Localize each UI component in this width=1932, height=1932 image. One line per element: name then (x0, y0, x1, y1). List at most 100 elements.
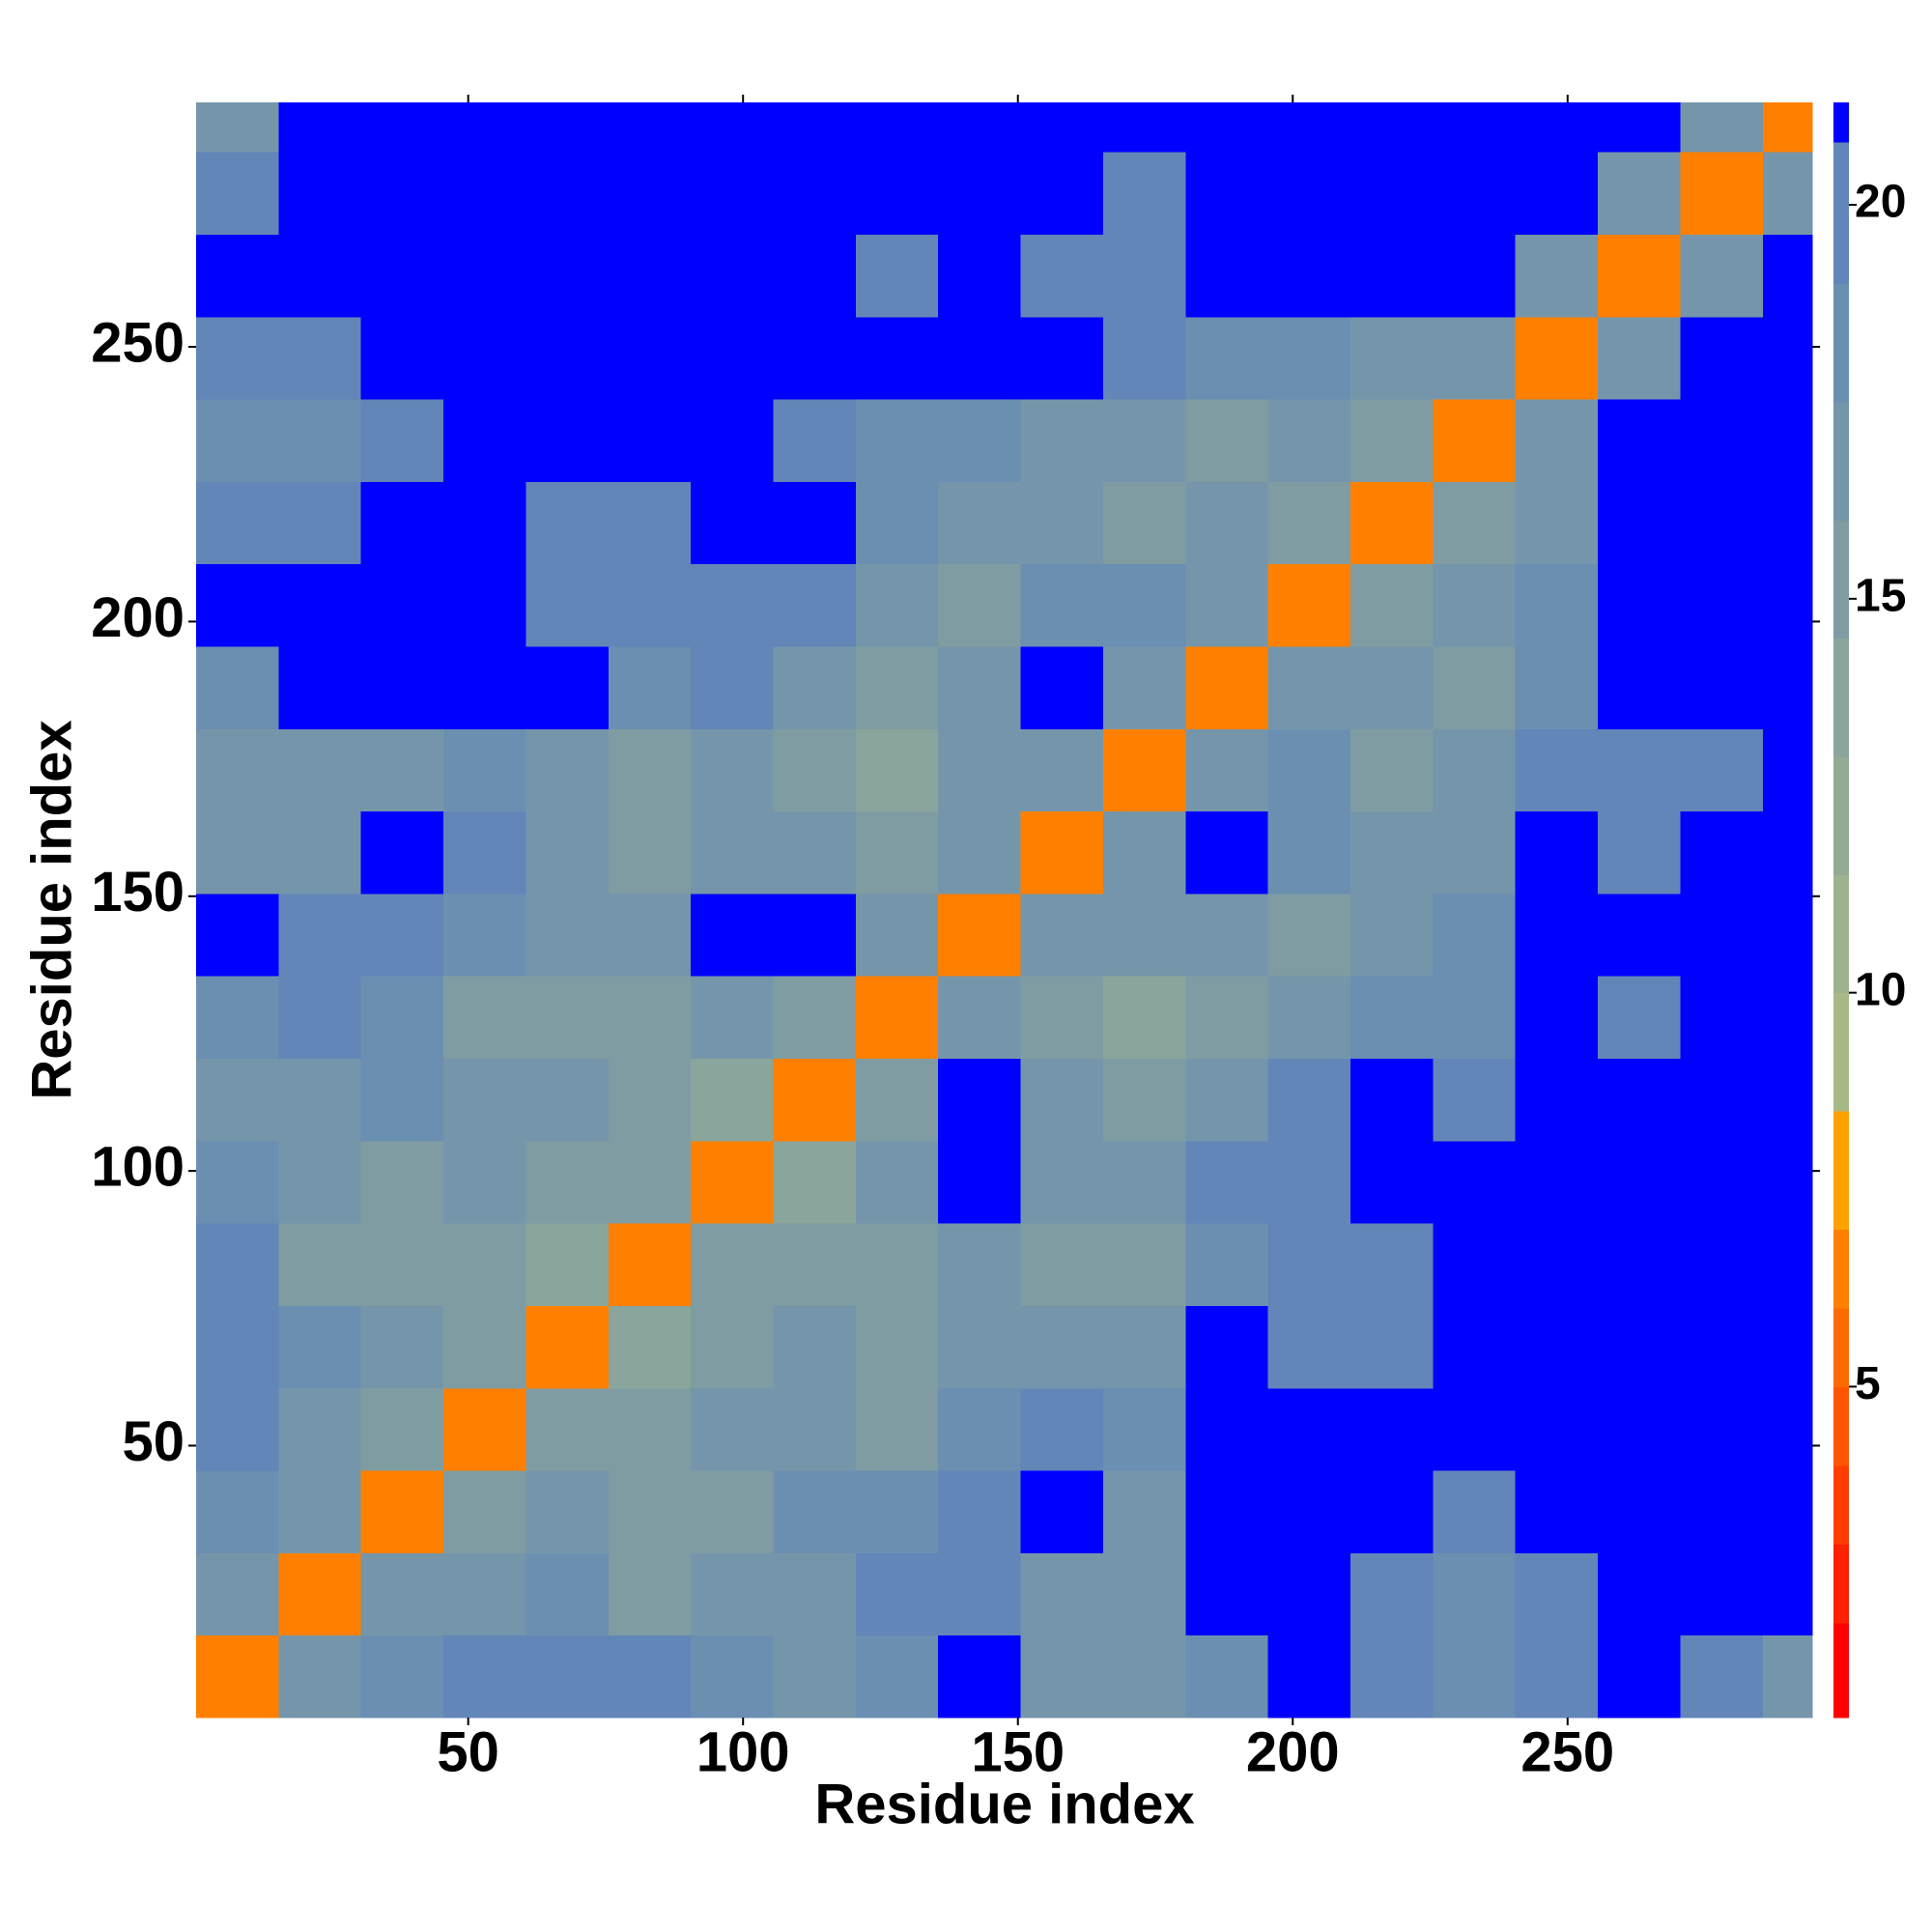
heatmap-cell (1102, 1305, 1186, 1389)
heatmap-cell (691, 563, 774, 647)
heatmap-cell (1515, 893, 1599, 977)
heatmap-cell (278, 234, 362, 318)
heatmap-cell (1598, 728, 1681, 812)
heatmap-cell (1680, 1552, 1764, 1636)
heatmap-cell (938, 152, 1022, 235)
heatmap-cell (691, 102, 774, 153)
colorbar-segment (1833, 1465, 1849, 1546)
heatmap-cell (1762, 976, 1813, 1060)
heatmap-cell (1267, 1223, 1351, 1306)
heatmap-cell (938, 563, 1022, 647)
heatmap-cell (1433, 1634, 1517, 1719)
heatmap-cell (773, 893, 857, 977)
heatmap-cell (1350, 893, 1434, 977)
heatmap-cell (1762, 1305, 1813, 1389)
y-tick-label: 150 (91, 861, 185, 923)
heatmap-cell (360, 102, 444, 153)
heatmap-cell (1350, 563, 1434, 647)
heatmap-cell (1598, 481, 1681, 565)
heatmap-cell (608, 646, 692, 729)
heatmap-cell (855, 102, 939, 153)
heatmap-cell (1102, 1058, 1186, 1142)
heatmap-cell (938, 1470, 1022, 1553)
heatmap-cell (1185, 102, 1269, 153)
heatmap-cell (855, 481, 939, 565)
heatmap-cell (360, 481, 444, 565)
heatmap-cell (938, 234, 1022, 318)
heatmap-cell (1267, 316, 1351, 400)
heatmap-cell (938, 728, 1022, 812)
heatmap-cell (1515, 810, 1599, 895)
heatmap-cell (196, 1058, 279, 1142)
heatmap-cell (360, 810, 444, 895)
colorbar-tick-label: 10 (1855, 964, 1906, 1015)
heatmap-cell (773, 399, 857, 482)
heatmap-cell (1020, 1305, 1104, 1389)
heatmap-cell (278, 1470, 362, 1553)
colorbar-segment (1833, 1386, 1849, 1466)
heatmap-cell (1350, 316, 1434, 400)
heatmap-cell (608, 1470, 692, 1553)
heatmap-cell (1433, 152, 1517, 235)
heatmap-cell (1598, 976, 1681, 1060)
heatmap-cell (1762, 1634, 1813, 1719)
heatmap-cell (196, 728, 279, 812)
heatmap-cell (938, 481, 1022, 565)
heatmap-cell (1020, 810, 1104, 895)
heatmap-cell (196, 1634, 279, 1719)
heatmap-cell (360, 563, 444, 647)
colorbar-segment (1833, 1623, 1849, 1719)
colorbar-segment (1833, 992, 1849, 1112)
heatmap-cell (1020, 1140, 1104, 1224)
heatmap-cell (360, 1223, 444, 1306)
heatmap-cell (1350, 1552, 1434, 1636)
heatmap-cell (1762, 399, 1813, 482)
heatmap-cell (855, 893, 939, 977)
heatmap-cell (1102, 102, 1186, 153)
heatmap-cell (196, 399, 279, 482)
heatmap-cell (1433, 893, 1517, 977)
heatmap-cell (1762, 810, 1813, 895)
heatmap-cell (855, 234, 939, 318)
heatmap-cell (443, 399, 526, 482)
heatmap-cell (1267, 152, 1351, 235)
heatmap-cell (1598, 810, 1681, 895)
heatmap-cell (1680, 102, 1764, 153)
y-tick-label: 50 (122, 1410, 185, 1473)
x-tick-label: 150 (971, 1720, 1065, 1783)
colorbar-segment (1833, 520, 1849, 639)
heatmap-cell (938, 316, 1022, 400)
heatmap-cell (773, 563, 857, 647)
heatmap-cell (773, 728, 857, 812)
heatmap-cell (773, 1387, 857, 1471)
heatmap-cell (278, 152, 362, 235)
heatmap-cell (1102, 1552, 1186, 1636)
heatmap-cell (526, 728, 610, 812)
heatmap-cell (1762, 893, 1813, 977)
heatmap-cell (691, 646, 774, 729)
heatmap-cell (1598, 1223, 1681, 1306)
heatmap-cell (773, 1634, 857, 1719)
heatmap-cell (1598, 102, 1681, 153)
heatmap-cell (855, 1634, 939, 1719)
heatmap-cell (1598, 234, 1681, 318)
heatmap-cell (608, 399, 692, 482)
heatmap-cell (608, 1387, 692, 1471)
heatmap-cell (773, 1140, 857, 1224)
x-axis-label: Residue index (814, 1773, 1194, 1835)
colorbar-segment (1833, 1544, 1849, 1624)
colorbar-segment (1833, 283, 1849, 403)
heatmap-cell (196, 563, 279, 647)
heatmap-cell (773, 1305, 857, 1389)
heatmap-cell (608, 893, 692, 977)
heatmap-cell (1515, 399, 1599, 482)
heatmap-cell (526, 1140, 610, 1224)
heatmap-cell (1267, 102, 1351, 153)
heatmap-cell (1433, 399, 1517, 482)
heatmap-cell (443, 1305, 526, 1389)
heatmap-cell (1433, 316, 1517, 400)
heatmap-cell (1020, 563, 1104, 647)
colorbar-segment (1833, 401, 1849, 521)
heatmap-cell (1433, 1223, 1517, 1306)
heatmap-cell (691, 1552, 774, 1636)
